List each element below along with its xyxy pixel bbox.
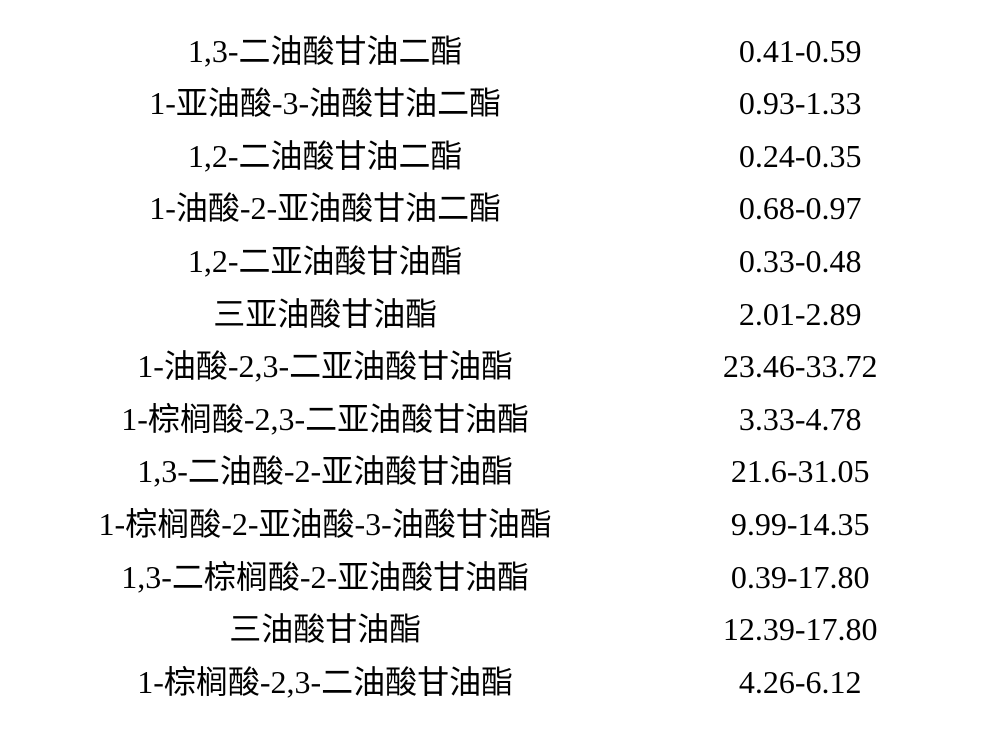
table-row: 1-油酸-2-亚油酸甘油二酯 0.68-0.97 bbox=[40, 188, 960, 230]
value-range: 0.93-1.33 bbox=[610, 83, 960, 125]
value-range: 0.41-0.59 bbox=[610, 31, 960, 73]
table-row: 1-亚油酸-3-油酸甘油二酯 0.93-1.33 bbox=[40, 83, 960, 125]
table-row: 1-棕榈酸-2,3-二油酸甘油酯 4.26-6.12 bbox=[40, 662, 960, 704]
table-row: 三油酸甘油酯 12.39-17.80 bbox=[40, 609, 960, 651]
value-range: 0.33-0.48 bbox=[610, 241, 960, 283]
compound-name: 1-棕榈酸-2,3-二亚油酸甘油酯 bbox=[40, 399, 610, 441]
value-range: 2.01-2.89 bbox=[610, 294, 960, 336]
compound-name: 1-亚油酸-3-油酸甘油二酯 bbox=[40, 83, 610, 125]
table-row: 1,2-二油酸甘油二酯 0.24-0.35 bbox=[40, 136, 960, 178]
table-row: 1-油酸-2,3-二亚油酸甘油酯 23.46-33.72 bbox=[40, 346, 960, 388]
table-row: 1,3-二油酸甘油二酯 0.41-0.59 bbox=[40, 31, 960, 73]
value-range: 0.24-0.35 bbox=[610, 136, 960, 178]
table-row: 1-棕榈酸-2-亚油酸-3-油酸甘油酯 9.99-14.35 bbox=[40, 504, 960, 546]
compound-name: 1-棕榈酸-2-亚油酸-3-油酸甘油酯 bbox=[40, 504, 610, 546]
table-row: 1,3-二棕榈酸-2-亚油酸甘油酯 0.39-17.80 bbox=[40, 557, 960, 599]
value-range: 21.6-31.05 bbox=[610, 451, 960, 493]
value-range: 0.39-17.80 bbox=[610, 557, 960, 599]
value-range: 9.99-14.35 bbox=[610, 504, 960, 546]
table-row: 1,2-二亚油酸甘油酯 0.33-0.48 bbox=[40, 241, 960, 283]
compound-name: 1,3-二油酸甘油二酯 bbox=[40, 31, 610, 73]
table-row: 1-棕榈酸-2,3-二亚油酸甘油酯 3.33-4.78 bbox=[40, 399, 960, 441]
data-table: 1,3-二油酸甘油二酯 0.41-0.59 1-亚油酸-3-油酸甘油二酯 0.9… bbox=[40, 31, 960, 704]
compound-name: 1,3-二棕榈酸-2-亚油酸甘油酯 bbox=[40, 557, 610, 599]
compound-name: 1,2-二亚油酸甘油酯 bbox=[40, 241, 610, 283]
table-row: 1,3-二油酸-2-亚油酸甘油酯 21.6-31.05 bbox=[40, 451, 960, 493]
compound-name: 三油酸甘油酯 bbox=[40, 609, 610, 651]
compound-name: 1-油酸-2,3-二亚油酸甘油酯 bbox=[40, 346, 610, 388]
value-range: 23.46-33.72 bbox=[610, 346, 960, 388]
compound-name: 三亚油酸甘油酯 bbox=[40, 294, 610, 336]
compound-name: 1-油酸-2-亚油酸甘油二酯 bbox=[40, 188, 610, 230]
compound-name: 1,2-二油酸甘油二酯 bbox=[40, 136, 610, 178]
value-range: 3.33-4.78 bbox=[610, 399, 960, 441]
value-range: 12.39-17.80 bbox=[610, 609, 960, 651]
compound-name: 1-棕榈酸-2,3-二油酸甘油酯 bbox=[40, 662, 610, 704]
value-range: 4.26-6.12 bbox=[610, 662, 960, 704]
value-range: 0.68-0.97 bbox=[610, 188, 960, 230]
table-row: 三亚油酸甘油酯 2.01-2.89 bbox=[40, 294, 960, 336]
compound-name: 1,3-二油酸-2-亚油酸甘油酯 bbox=[40, 451, 610, 493]
